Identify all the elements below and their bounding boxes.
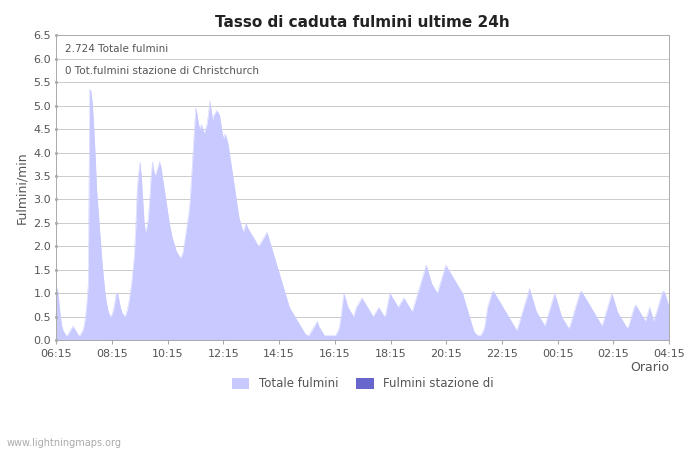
Text: www.lightningmaps.org: www.lightningmaps.org	[7, 438, 122, 448]
Text: 0 Tot.fulmini stazione di Christchurch: 0 Tot.fulmini stazione di Christchurch	[65, 66, 260, 76]
Legend: Totale fulmini, Fulmini stazione di: Totale fulmini, Fulmini stazione di	[227, 373, 498, 395]
X-axis label: Orario: Orario	[630, 360, 669, 374]
Y-axis label: Fulmini/min: Fulmini/min	[15, 151, 28, 224]
Text: 2.724 Totale fulmini: 2.724 Totale fulmini	[65, 45, 169, 54]
Title: Tasso di caduta fulmini ultime 24h: Tasso di caduta fulmini ultime 24h	[216, 15, 510, 30]
